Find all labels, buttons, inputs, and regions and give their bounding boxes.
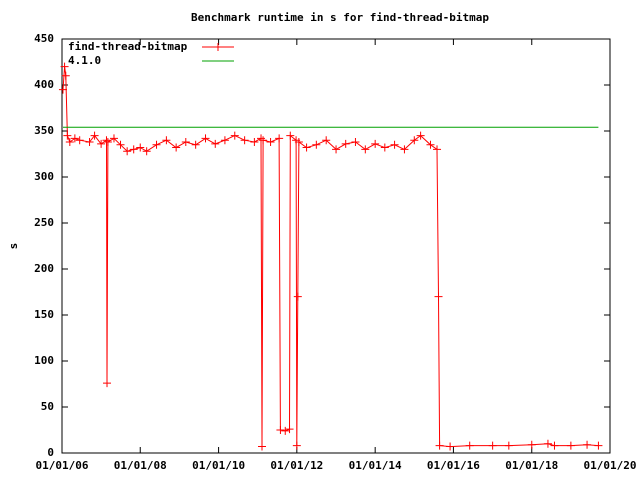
point-marker: [257, 442, 266, 451]
y-tick-label: 50: [41, 400, 54, 413]
point-marker: [281, 426, 290, 435]
legend-label: find-thread-bitmap: [68, 40, 188, 53]
point-marker: [230, 131, 239, 140]
point-marker: [85, 138, 94, 147]
point-marker: [435, 441, 444, 450]
point-marker: [465, 441, 474, 450]
x-tick-label: 01/01/20: [584, 459, 637, 472]
point-marker: [58, 85, 67, 94]
point-marker: [504, 441, 513, 450]
point-marker: [103, 379, 112, 388]
point-marker: [257, 134, 266, 143]
y-tick-label: 450: [34, 32, 54, 45]
point-marker: [266, 138, 275, 147]
point-marker: [285, 425, 294, 434]
point-marker: [259, 136, 268, 145]
point-marker: [136, 143, 145, 152]
point-marker: [434, 292, 443, 301]
point-marker: [426, 140, 435, 149]
y-tick-label: 100: [34, 354, 54, 367]
point-marker: [527, 440, 536, 449]
x-tick-label: 01/01/10: [192, 459, 245, 472]
point-marker: [361, 145, 370, 154]
point-marker: [191, 140, 200, 149]
point-marker: [142, 147, 151, 156]
plot-frame: [61, 38, 611, 454]
y-axis-label: s: [7, 243, 20, 250]
point-marker: [292, 441, 301, 450]
point-marker: [129, 145, 138, 154]
point-marker: [543, 439, 552, 448]
y-tick-label: 250: [34, 216, 54, 229]
point-marker: [293, 292, 302, 301]
point-marker: [201, 134, 210, 143]
legend-marker: [214, 43, 222, 51]
point-marker: [341, 139, 350, 148]
point-marker: [60, 62, 69, 71]
point-marker: [351, 138, 360, 147]
point-marker: [109, 134, 118, 143]
point-marker: [433, 145, 442, 154]
point-marker: [211, 139, 220, 148]
point-marker: [172, 143, 181, 152]
x-tick-label: 01/01/06: [36, 459, 89, 472]
point-marker: [97, 139, 106, 148]
point-marker: [152, 140, 161, 149]
point-marker: [312, 140, 321, 149]
x-tick-label: 01/01/18: [505, 459, 558, 472]
point-marker: [583, 440, 592, 449]
point-marker: [162, 136, 171, 145]
chart-title: Benchmark runtime in s for find-thread-b…: [191, 11, 489, 24]
point-marker: [410, 136, 419, 145]
point-marker: [70, 134, 79, 143]
point-marker: [65, 138, 74, 147]
point-marker: [286, 131, 295, 140]
point-marker: [566, 441, 575, 450]
x-tick-label: 01/01/14: [349, 459, 402, 472]
point-marker: [102, 136, 111, 145]
point-marker: [276, 426, 285, 434]
point-marker: [181, 138, 190, 147]
x-tick-label: 01/01/12: [270, 459, 323, 472]
point-marker: [250, 138, 259, 147]
point-marker: [275, 134, 284, 143]
x-tick-label: 01/01/16: [427, 459, 480, 472]
point-marker: [550, 441, 559, 450]
point-marker: [446, 442, 455, 451]
point-marker: [380, 143, 389, 152]
y-tick-label: 300: [34, 170, 54, 183]
point-marker: [90, 131, 99, 140]
point-marker: [371, 139, 380, 148]
point-marker: [123, 147, 132, 156]
point-marker: [416, 131, 425, 140]
series-line: [62, 66, 599, 448]
point-marker: [488, 441, 497, 450]
point-marker: [63, 131, 72, 140]
point-marker: [390, 140, 399, 149]
point-marker: [294, 138, 303, 147]
point-marker: [75, 136, 84, 145]
point-marker: [240, 136, 249, 145]
point-marker: [594, 441, 603, 450]
y-tick-label: 200: [34, 262, 54, 275]
y-tick-label: 150: [34, 308, 54, 321]
point-marker: [220, 136, 229, 145]
point-marker: [103, 138, 112, 147]
point-marker: [332, 145, 341, 154]
x-tick-label: 01/01/08: [114, 459, 167, 472]
point-marker: [322, 136, 331, 145]
point-marker: [302, 143, 311, 152]
y-tick-label: 350: [34, 124, 54, 137]
y-tick-label: 0: [47, 446, 54, 459]
point-marker: [61, 71, 70, 80]
legend-label: 4.1.0: [68, 54, 101, 67]
point-marker: [116, 140, 125, 149]
y-tick-label: 400: [34, 78, 54, 91]
point-marker: [400, 145, 409, 154]
